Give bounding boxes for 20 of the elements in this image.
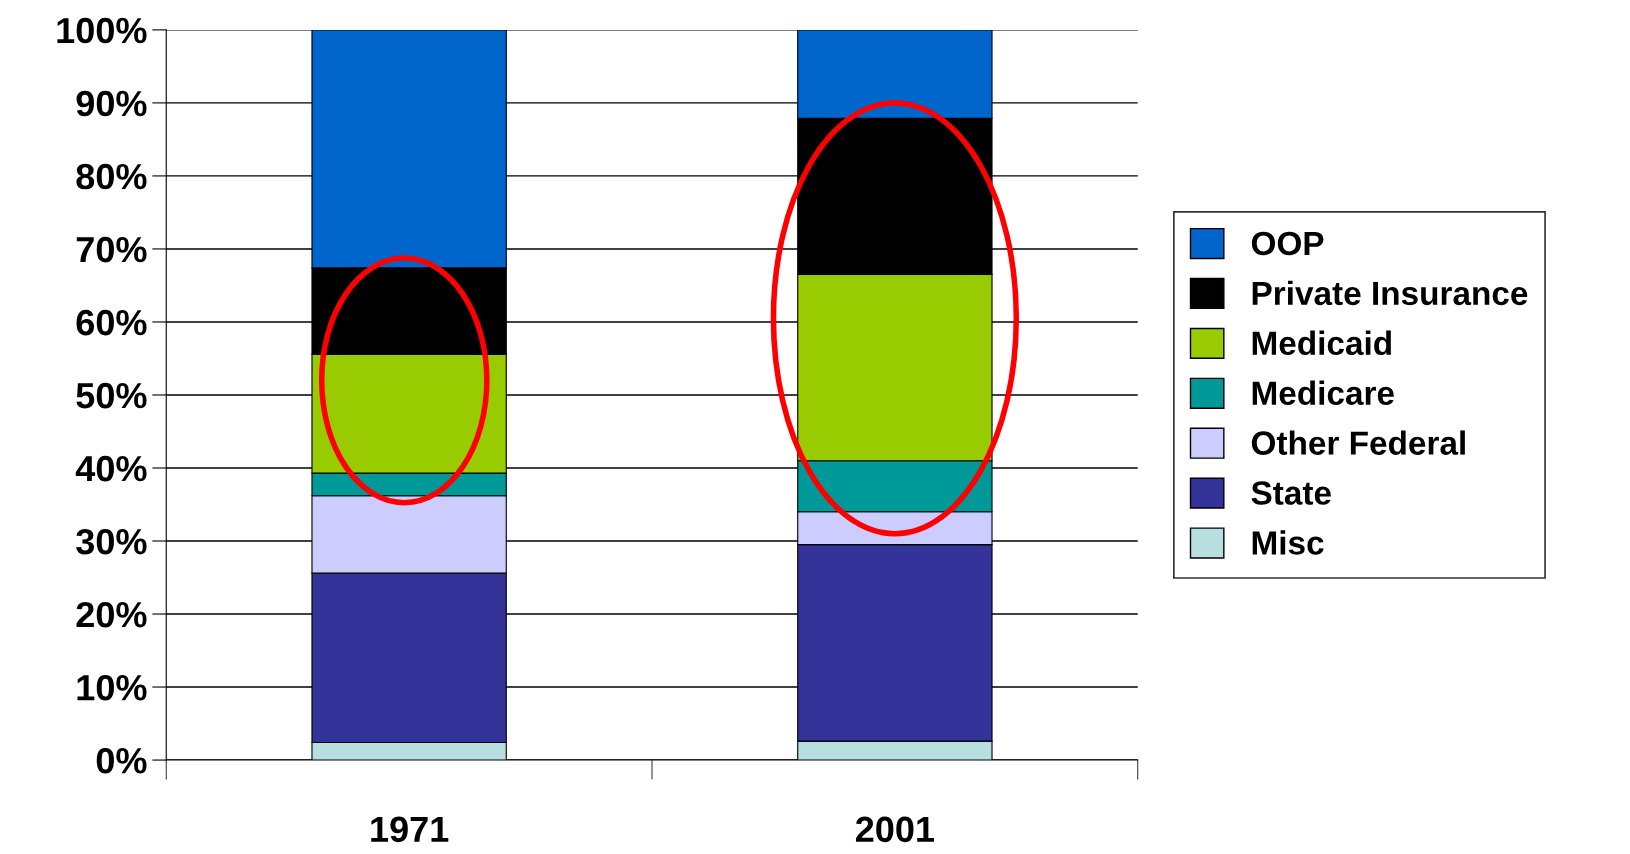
x-tick-label: 2001 xyxy=(855,816,935,843)
y-tick-label: 70% xyxy=(76,236,147,263)
x-tick-label: 1971 xyxy=(371,816,449,843)
legend-label: OOP xyxy=(1251,231,1324,256)
y-tick-label: 10% xyxy=(77,674,147,701)
legend-label: Medicaid xyxy=(1252,330,1391,356)
y-tick-label: 90% xyxy=(76,90,147,117)
legend-label: State xyxy=(1251,481,1331,505)
y-tick-label: 100% xyxy=(57,17,147,44)
y-tick-label: 40% xyxy=(75,455,147,482)
legend-label: Other Federal xyxy=(1251,430,1465,455)
y-tick-label: 20% xyxy=(76,601,147,628)
y-tick-label: 80% xyxy=(76,163,147,190)
legend-label: Private Insurance xyxy=(1252,280,1528,306)
y-tick-label: 60% xyxy=(76,309,147,336)
y-tick-label: 30% xyxy=(76,528,147,555)
legend-label: Misc xyxy=(1252,530,1324,555)
legend-label: Medicare xyxy=(1252,380,1394,406)
y-tick-label: 0% xyxy=(96,747,147,774)
y-tick-label: 50% xyxy=(76,382,147,409)
